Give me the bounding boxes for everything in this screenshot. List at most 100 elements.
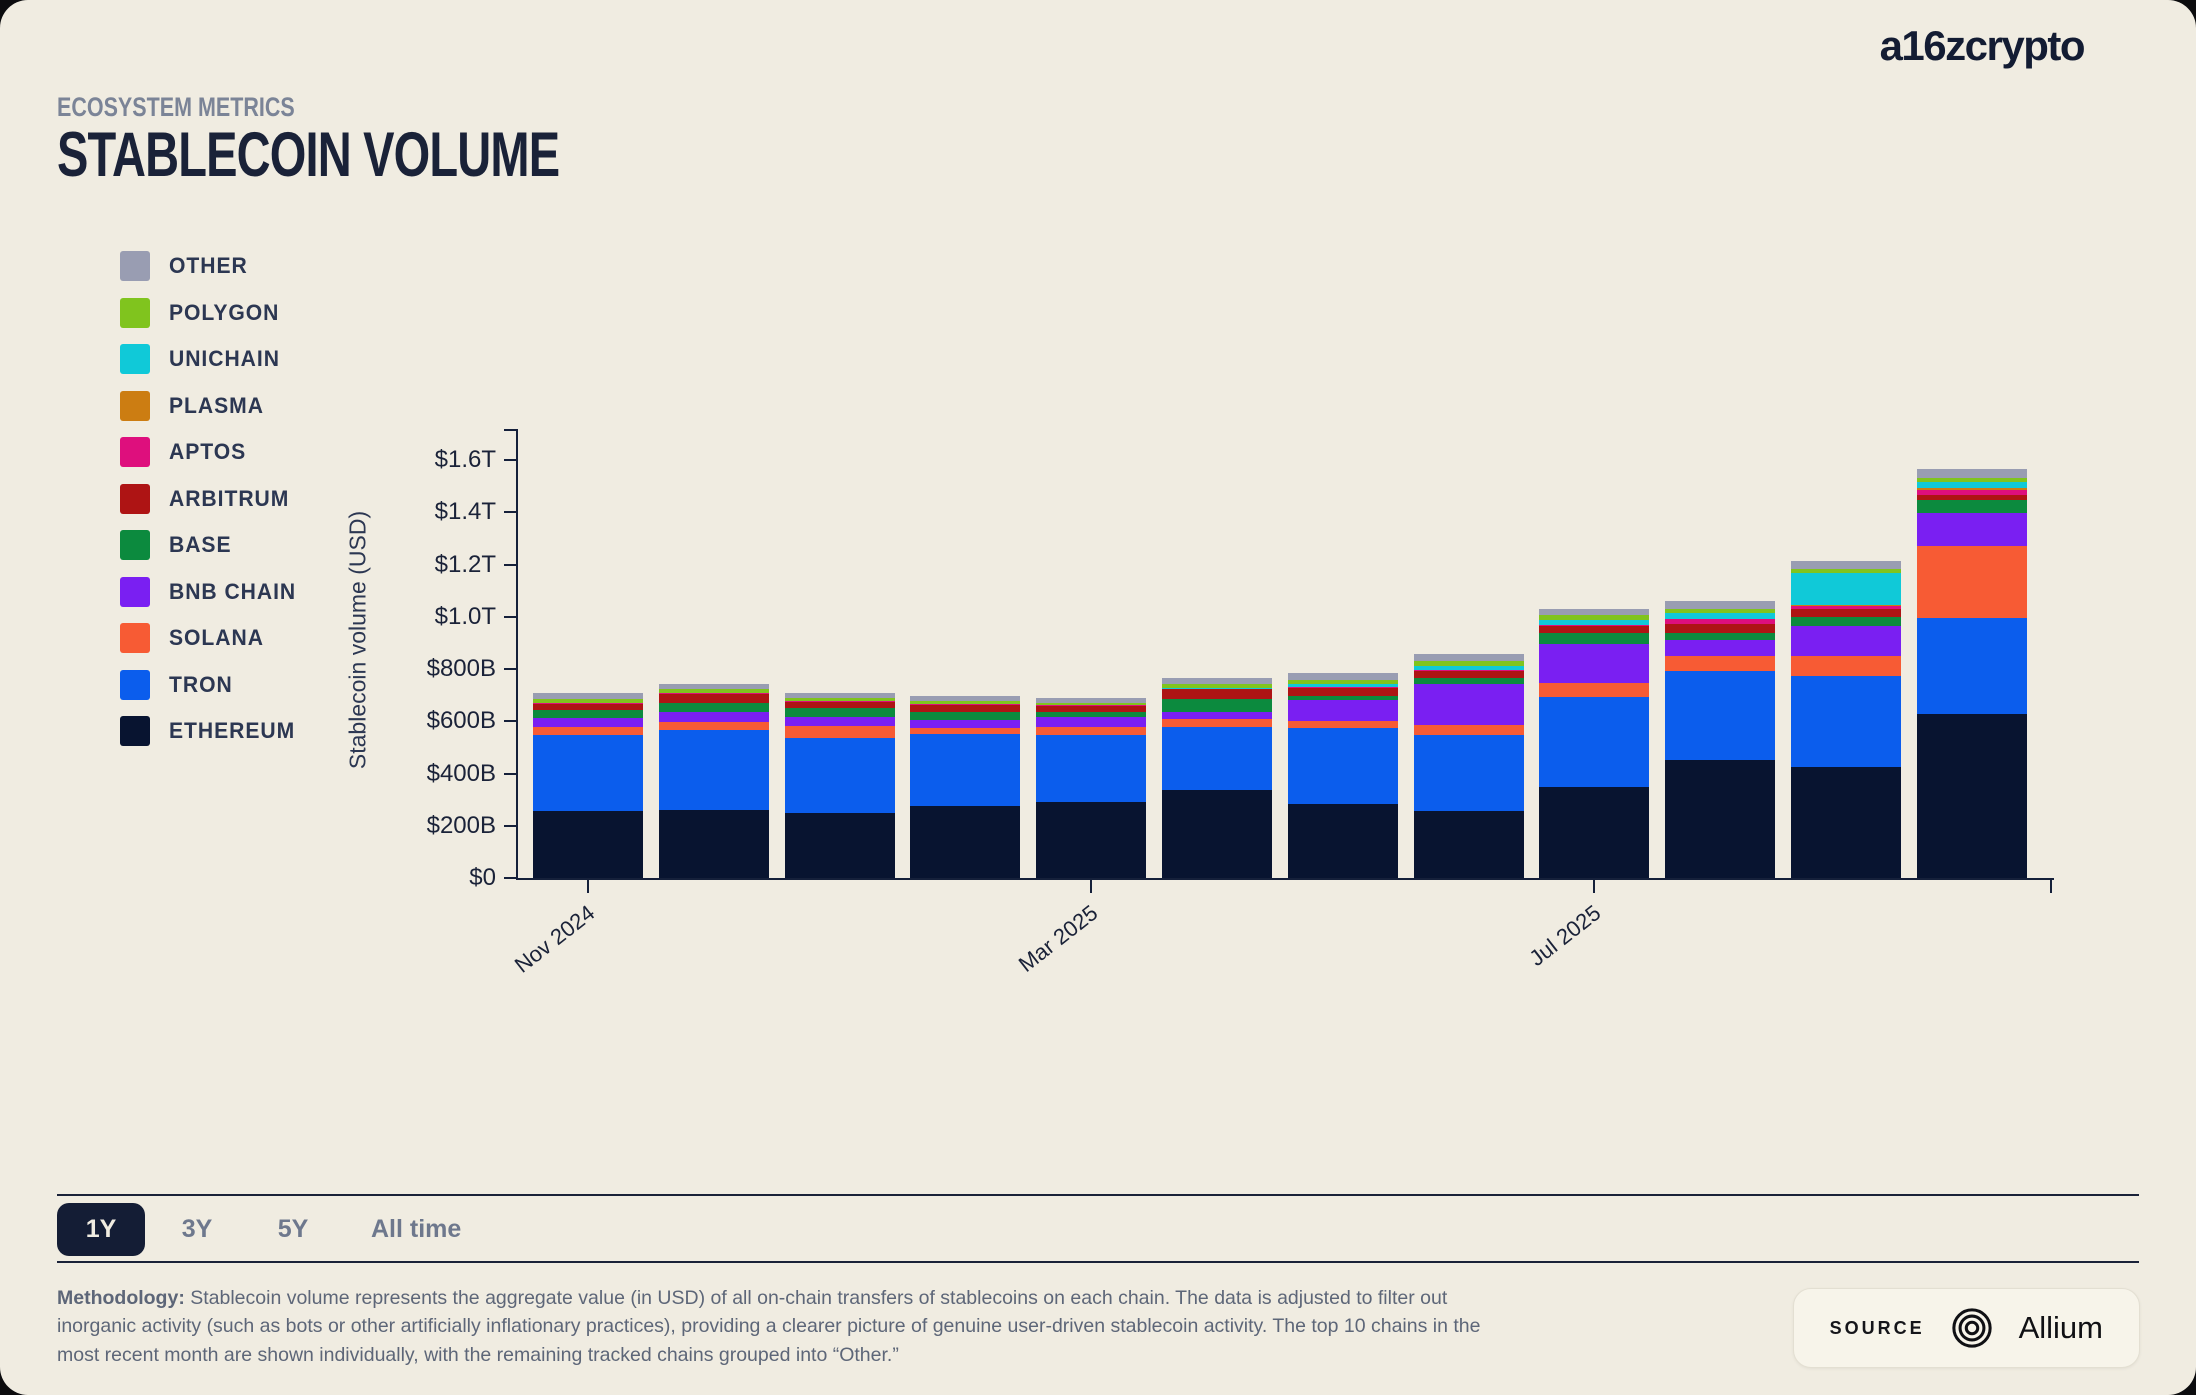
segment-ethereum — [1162, 789, 1272, 878]
segment-bnb-chain — [1413, 684, 1524, 726]
range-button-5y[interactable]: 5Y — [249, 1203, 337, 1256]
segment-tron — [1287, 728, 1398, 804]
segment-ethereum — [910, 805, 1021, 878]
x-tick-label: Jul 2025 — [1524, 900, 1606, 971]
segment-plasma — [1916, 487, 2027, 490]
x-axis-end-cap — [2050, 880, 2052, 893]
segment-polygon — [533, 699, 643, 703]
segment-aptos — [1036, 704, 1147, 706]
y-tick — [504, 459, 518, 461]
legend-item-tron: TRON — [120, 662, 301, 709]
segment-plasma — [1791, 604, 1901, 606]
allium-logo-icon — [1951, 1308, 1992, 1348]
segment-solana — [533, 727, 643, 736]
segment-base — [1036, 711, 1147, 718]
segment-ethereum — [1539, 786, 1650, 878]
bar-jan-2025 — [784, 692, 895, 878]
segment-aptos — [784, 700, 895, 702]
legend: OTHER POLYGON UNICHAIN PLASMA APTOS ARBI… — [120, 243, 301, 755]
segment-arbitrum — [1791, 609, 1901, 618]
segment-base — [658, 703, 769, 713]
segment-other — [658, 684, 769, 690]
legend-label: POLYGON — [169, 299, 280, 325]
segment-ethereum — [658, 809, 769, 878]
segment-unichain — [1539, 619, 1650, 625]
segment-polygon — [658, 689, 769, 694]
segment-unichain — [1162, 688, 1272, 689]
legend-item-ethereum: ETHEREUM — [120, 708, 301, 755]
y-tick-label: $1.6T — [434, 446, 496, 473]
segment-ethereum — [1665, 759, 1776, 878]
segment-arbitrum — [1287, 687, 1398, 696]
segment-aptos — [533, 702, 643, 704]
segment-base — [1162, 699, 1272, 713]
segment-ethereum — [1916, 713, 2027, 878]
bar-apr-2025 — [1162, 678, 1272, 878]
segment-unichain — [1791, 572, 1901, 605]
segment-polygon — [1036, 702, 1147, 705]
y-tick-label: $800B — [426, 655, 496, 682]
range-button-3y[interactable]: 3Y — [153, 1203, 241, 1256]
segment-aptos — [1665, 618, 1776, 625]
legend-swatch-arbitrum — [120, 483, 150, 514]
segment-tron — [1791, 676, 1901, 768]
segment-solana — [910, 727, 1021, 735]
y-tick-label: $600B — [426, 707, 496, 735]
y-tick — [504, 511, 518, 514]
y-tick-label: $1.2T — [434, 550, 496, 578]
segment-solana — [1539, 683, 1650, 697]
source-label: SOURCE — [1829, 1317, 1925, 1338]
segment-solana — [1665, 656, 1776, 671]
segment-solana — [1036, 727, 1147, 736]
y-tick-label: $400B — [426, 759, 496, 787]
segment-polygon — [1791, 569, 1901, 573]
range-button-1y[interactable]: 1Y — [57, 1203, 145, 1256]
segment-arbitrum — [784, 701, 895, 709]
segment-base — [1916, 500, 2027, 513]
bar-may-2025 — [1287, 673, 1398, 878]
bar-nov-2024 — [533, 693, 643, 878]
segment-other — [910, 696, 1021, 701]
segment-aptos — [1413, 670, 1524, 671]
segment-tron — [784, 738, 895, 813]
segment-solana — [1413, 725, 1524, 736]
legend-swatch-tron — [120, 669, 150, 700]
segment-bnb-chain — [1539, 643, 1650, 684]
segment-other — [1539, 608, 1650, 616]
segment-solana — [1791, 655, 1901, 677]
segment-arbitrum — [658, 693, 769, 703]
legend-item-solana: SOLANA — [120, 615, 301, 662]
legend-item-polygon: POLYGON — [120, 290, 301, 337]
bar-sep-2025 — [1791, 561, 1901, 878]
segment-tron — [1539, 696, 1650, 787]
bar-mar-2025 — [1036, 697, 1147, 878]
divider-top — [57, 1194, 2139, 1196]
segment-ethereum — [784, 812, 895, 878]
segment-base — [1539, 632, 1650, 644]
segment-arbitrum — [1413, 670, 1524, 679]
bar-dec-2024 — [658, 684, 769, 878]
range-button-all-time[interactable]: All time — [345, 1203, 487, 1256]
segment-arbitrum — [1162, 689, 1272, 700]
segment-solana — [1916, 546, 2027, 619]
y-tick — [504, 877, 518, 879]
segment-base — [1665, 632, 1776, 640]
legend-label: UNICHAIN — [169, 346, 280, 372]
segment-base — [1413, 678, 1524, 685]
eyebrow-label: ECOSYSTEM METRICS — [57, 92, 295, 123]
y-tick — [504, 668, 518, 670]
time-range-selector: 1Y 3Y 5Y All time — [57, 1203, 495, 1256]
segment-arbitrum — [1665, 624, 1776, 633]
segment-bnb-chain — [658, 712, 769, 722]
segment-ethereum — [1287, 803, 1398, 878]
legend-item-aptos: APTOS — [120, 429, 301, 476]
segment-other — [784, 692, 895, 698]
segment-bnb-chain — [910, 719, 1021, 728]
methodology-text: Methodology: Stablecoin volume represent… — [57, 1284, 1527, 1369]
segment-tron — [1916, 618, 2027, 714]
segment-aptos — [1539, 624, 1650, 626]
segment-other — [1916, 469, 2027, 479]
legend-label: PLASMA — [169, 392, 264, 418]
segment-bnb-chain — [784, 717, 895, 726]
methodology-label: Methodology: — [57, 1287, 185, 1309]
